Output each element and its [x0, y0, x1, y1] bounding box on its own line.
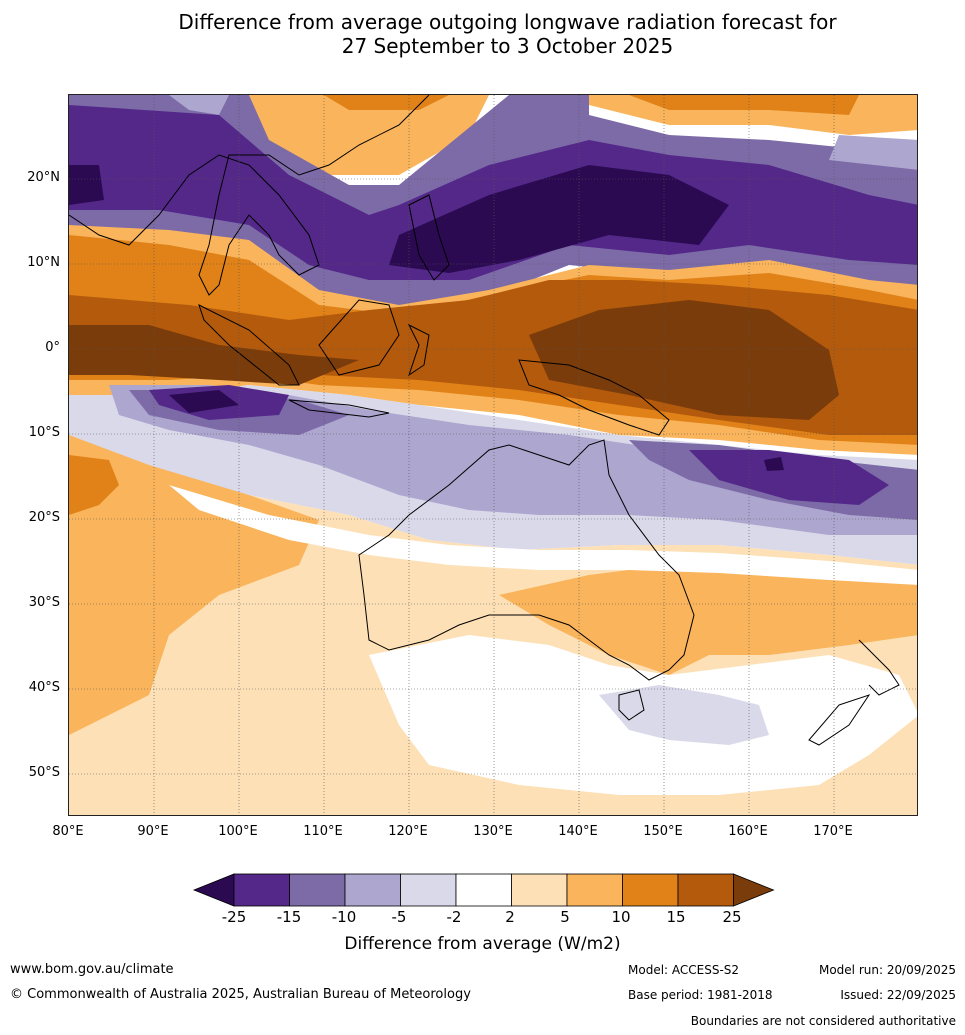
- map-title: Difference from average outgoing longwav…: [0, 10, 965, 58]
- java-coastline: [288, 399, 390, 418]
- colorbar-swatch: [622, 873, 679, 907]
- olr-anomaly-map: [68, 94, 918, 816]
- lat-label-40s: 40°S: [28, 680, 60, 695]
- footer-website: www.bom.gov.au/climate: [10, 962, 174, 977]
- lon-label-150e: 150°E: [643, 824, 683, 839]
- lon-label-120e: 120°E: [388, 824, 428, 839]
- south-west-dark-orange-patch: [69, 455, 119, 515]
- lon-label-170e: 170°E: [813, 824, 853, 839]
- colorbar-tick: -10: [331, 908, 357, 926]
- colorbar-swatch: [400, 873, 457, 907]
- lat-label-10n: 10°N: [27, 255, 60, 270]
- lat-label-0: 0°: [45, 340, 60, 355]
- lat-label-10s: 10°S: [28, 425, 60, 440]
- coastlines: [69, 95, 900, 746]
- lon-label-140e: 140°E: [558, 824, 598, 839]
- colorbar-swatch: [289, 873, 346, 907]
- colorbar-swatch: [566, 873, 623, 907]
- colorbar-label: Difference from average (W/m2): [344, 934, 621, 954]
- footer-issued: Issued: 22/09/2025: [840, 988, 956, 1002]
- philippines-coastline: [408, 194, 450, 281]
- sulawesi-coastline: [407, 323, 430, 377]
- north-orange-band: [249, 95, 917, 175]
- colorbar-swatch: [511, 873, 568, 907]
- colorbar-tick: 10: [611, 908, 631, 926]
- south-purple-band: [129, 390, 917, 520]
- australia-coastline: [358, 439, 695, 681]
- equatorial-darkest-core: [69, 300, 839, 420]
- lon-label-90e: 90°E: [137, 824, 169, 839]
- lon-label-80e: 80°E: [52, 824, 84, 839]
- north-purple-darkest-core: [69, 165, 729, 273]
- colorbar-swatch: [455, 873, 512, 907]
- map-canvas: [69, 95, 917, 815]
- title-line-2: 27 September to 3 October 2025: [341, 34, 674, 58]
- colorbar: [192, 873, 775, 907]
- title-line-1: Difference from average outgoing longwav…: [178, 10, 837, 34]
- new-guinea-coastline: [518, 359, 670, 436]
- footer-model: Model: ACCESS-S2: [628, 963, 740, 977]
- graticule: [69, 95, 917, 815]
- colorbar-swatch: [233, 873, 290, 907]
- colorbar-tick: -2: [446, 908, 462, 926]
- colorbar-tick: 5: [560, 908, 570, 926]
- lat-label-20s: 20°S: [28, 510, 60, 525]
- colorbar-tick: -5: [391, 908, 407, 926]
- footer-model-run: Model run: 20/09/2025: [818, 963, 956, 977]
- sumatra-coastline: [198, 304, 300, 386]
- tasmania-coastline: [618, 689, 645, 721]
- colorbar-tick: 2: [505, 908, 515, 926]
- south-west-orange-patch: [69, 435, 319, 735]
- colorbar-swatch: [677, 873, 734, 907]
- colorbar-tick: 15: [666, 908, 686, 926]
- colorbar-tick: -15: [276, 908, 302, 926]
- lat-label-20n: 20°N: [27, 170, 60, 185]
- asia-mainland-coastline: [69, 95, 430, 296]
- south-white-band: [169, 485, 917, 585]
- colorbar-tick: 25: [722, 908, 742, 926]
- footer-boundaries-note: Boundaries are not considered authoritat…: [690, 1014, 956, 1028]
- lon-label-130e: 130°E: [473, 824, 513, 839]
- north-orange-dark-band: [324, 95, 859, 115]
- colorbar-extend-low: [192, 873, 235, 907]
- footer-copyright: © Commonwealth of Australia 2025, Austra…: [10, 987, 471, 1002]
- lon-label-160e: 160°E: [728, 824, 768, 839]
- footer-base-period: Base period: 1981-2018: [628, 988, 773, 1002]
- lon-label-110e: 110°E: [303, 824, 343, 839]
- lat-label-30s: 30°S: [28, 595, 60, 610]
- borneo-coastline: [318, 299, 400, 376]
- colorbar-swatch: [344, 873, 401, 907]
- lat-label-50s: 50°S: [28, 765, 60, 780]
- colorbar-extend-high: [733, 873, 775, 907]
- south-east-orange-patch: [499, 565, 917, 675]
- lon-label-100e: 100°E: [218, 824, 258, 839]
- colorbar-tick: -25: [221, 908, 247, 926]
